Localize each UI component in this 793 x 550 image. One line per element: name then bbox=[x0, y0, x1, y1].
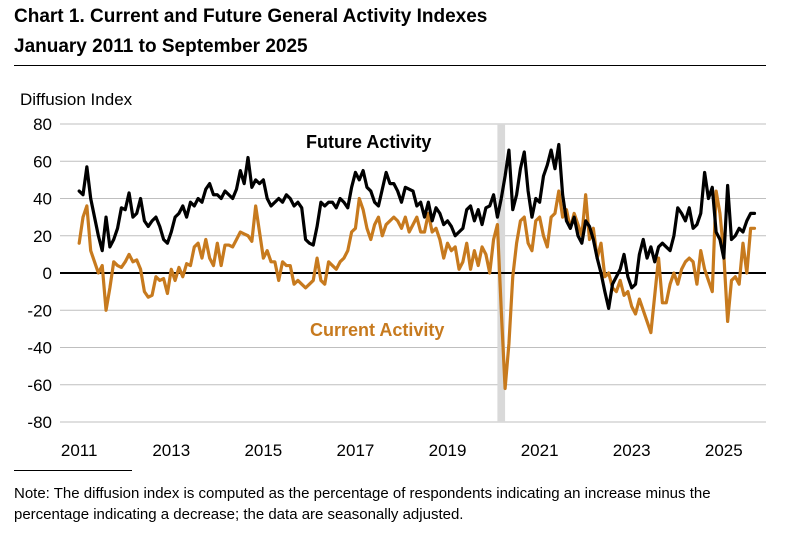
x-tick-label: 2021 bbox=[521, 441, 559, 460]
series-lines bbox=[77, 142, 757, 391]
series-line-future-activity bbox=[77, 142, 757, 310]
gridlines bbox=[60, 123, 766, 423]
y-tick-label: 0 bbox=[43, 264, 52, 283]
y-tick-label: -40 bbox=[27, 339, 52, 358]
series-label-future-activity: Future Activity bbox=[306, 132, 431, 152]
x-tick-label: 2025 bbox=[705, 441, 743, 460]
y-tick-labels: -80 -60 -40 -20 0 20 40 60 80 bbox=[27, 115, 52, 432]
x-tick-label: 2019 bbox=[429, 441, 467, 460]
x-tick-label: 2011 bbox=[61, 441, 98, 460]
y-tick-label: -80 bbox=[27, 413, 52, 432]
series-label-current-activity: Current Activity bbox=[310, 320, 444, 340]
x-tick-label: 2015 bbox=[244, 441, 282, 460]
x-tick-label: 2023 bbox=[613, 441, 651, 460]
x-tick-labels: 2011 2013 2015 2017 2019 2021 2023 2025 bbox=[61, 441, 743, 460]
y-tick-label: -20 bbox=[27, 301, 52, 320]
x-tick-label: 2017 bbox=[337, 441, 375, 460]
y-axis-label: Diffusion Index bbox=[20, 90, 133, 109]
chart-title: Chart 1. Current and Future General Acti… bbox=[14, 6, 488, 27]
title-divider bbox=[14, 65, 766, 66]
series-line-current-activity bbox=[77, 189, 757, 391]
note-divider bbox=[14, 470, 132, 471]
y-tick-label: 80 bbox=[33, 115, 52, 134]
x-tick-label: 2013 bbox=[152, 441, 190, 460]
y-tick-label: -60 bbox=[27, 376, 52, 395]
y-tick-label: 60 bbox=[33, 152, 52, 171]
y-tick-label: 40 bbox=[33, 190, 52, 209]
y-tick-label: 20 bbox=[33, 227, 52, 246]
chart-subtitle: January 2011 to September 2025 bbox=[14, 36, 308, 57]
footnote: Note: The diffusion index is computed as… bbox=[14, 485, 711, 523]
